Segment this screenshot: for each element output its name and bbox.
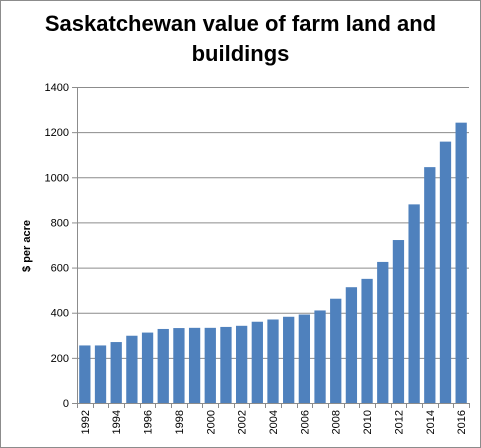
chart-title-line-1: Saskatchewan value of farm land and	[44, 11, 437, 36]
x-tick-label: 1994	[111, 410, 123, 434]
bar	[235, 325, 248, 403]
bar	[173, 328, 185, 403]
y-tick-label: 1000	[45, 172, 69, 184]
x-tick-label: 2000	[205, 410, 217, 434]
bar	[188, 327, 201, 403]
y-tick-label: 1200	[45, 127, 69, 139]
y-tick-label: 800	[51, 217, 69, 229]
bar	[345, 287, 358, 403]
x-tick-label: 2012	[393, 410, 405, 434]
x-tick-labels: 1992 1994 1996 1998 2000 2002 2004 2006 2008 2010…	[80, 410, 468, 434]
y-tick-label: 0	[63, 398, 69, 410]
bar	[314, 310, 326, 403]
bars	[79, 122, 467, 404]
bar	[392, 240, 405, 403]
bar	[126, 335, 138, 403]
bar	[267, 319, 279, 403]
x-tick-label: 2004	[268, 410, 280, 434]
bar	[424, 167, 436, 403]
x-tick-label: 2010	[362, 410, 374, 434]
x-tick-label: 2016	[456, 410, 468, 434]
bar	[439, 141, 452, 403]
x-tick-label: 2002	[237, 410, 249, 434]
x-tick-label: 1996	[143, 410, 155, 434]
chart-title: Saskatchewan value of farm land and buil…	[1, 9, 480, 69]
x-tick-label: 2006	[299, 410, 311, 434]
bar	[283, 316, 295, 403]
y-tick-label: 1400	[45, 82, 69, 94]
y-tick-label: 400	[51, 308, 69, 320]
bar	[361, 278, 373, 403]
bar	[251, 321, 263, 403]
bar	[298, 314, 311, 403]
bar	[204, 327, 216, 403]
bar	[330, 298, 342, 403]
bar	[79, 345, 91, 403]
axes	[72, 87, 470, 408]
bar	[377, 261, 389, 403]
bar	[110, 342, 122, 403]
x-tick-label: 2014	[425, 410, 437, 434]
bar	[220, 326, 232, 403]
bar	[408, 204, 420, 403]
bar	[455, 122, 467, 404]
x-tick-label: 2008	[331, 410, 343, 434]
bar	[141, 332, 154, 403]
y-axis-title: $ per acre	[21, 220, 33, 272]
y-tick-labels: 0 200 400 600 800 1000 1200 1400	[45, 82, 69, 410]
x-tick-label: 1998	[174, 410, 186, 434]
bar	[94, 345, 107, 403]
x-tick-label: 1992	[80, 410, 92, 434]
y-tick-label: 200	[51, 353, 69, 365]
chart-title-line-2: buildings	[191, 41, 290, 66]
bar	[157, 328, 169, 403]
y-tick-label: 600	[51, 263, 69, 275]
